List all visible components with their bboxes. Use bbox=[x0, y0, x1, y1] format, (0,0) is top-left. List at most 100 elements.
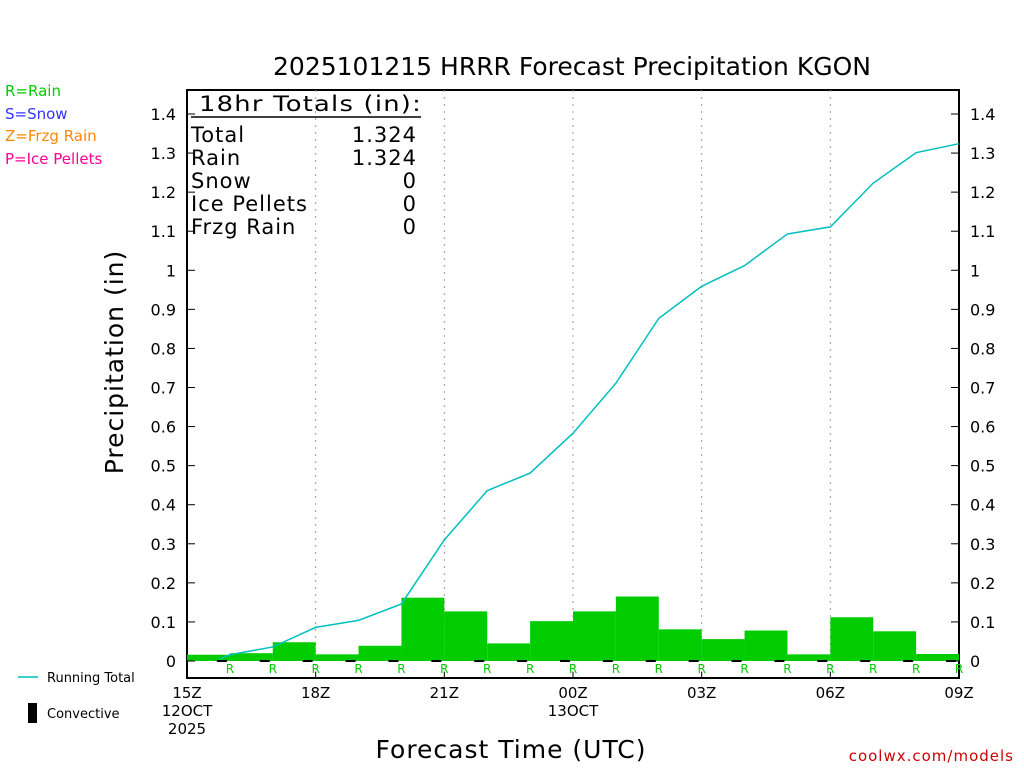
gridlines bbox=[315, 90, 831, 678]
y-tick-label: 0.3 bbox=[151, 535, 176, 554]
y-tick-label: 0.1 bbox=[151, 613, 176, 632]
precip-type-marker: R bbox=[397, 662, 405, 676]
totals-value-frzg-rain: 0 bbox=[403, 215, 417, 239]
precip-bar bbox=[573, 611, 616, 661]
precip-type-marker: R bbox=[269, 662, 277, 676]
y-tick-label-right: 1.4 bbox=[970, 105, 995, 124]
y-tick-label-right: 0.6 bbox=[970, 418, 995, 437]
precip-bar bbox=[615, 596, 659, 661]
precip-type-marker: R bbox=[526, 662, 534, 676]
y-tick-label-right: 0.5 bbox=[970, 457, 995, 476]
x-tick-label: 13OCT bbox=[548, 702, 599, 720]
precip-type-marker: R bbox=[569, 662, 577, 676]
y-tick-label-right: 1.3 bbox=[970, 144, 995, 163]
y-tick-label: 1 bbox=[166, 261, 176, 280]
y-tick-label: 0.6 bbox=[151, 418, 176, 437]
totals-label-rain: Rain bbox=[191, 146, 241, 170]
precip-bar bbox=[873, 631, 917, 661]
precip-type-marker: R bbox=[740, 662, 748, 676]
precip-bar bbox=[701, 639, 745, 661]
x-tick-label: 21Z bbox=[430, 684, 459, 702]
legend-rain: R=Rain bbox=[5, 82, 61, 100]
y-tick-label-right: 0.2 bbox=[970, 574, 995, 593]
precip-bar bbox=[358, 645, 402, 661]
y-tick-label: 1.3 bbox=[151, 144, 176, 163]
running-total-polyline bbox=[218, 142, 960, 660]
precip-bar bbox=[787, 654, 831, 661]
totals-label-total: Total bbox=[190, 123, 245, 147]
totals-header: 18hr Totals (in): bbox=[199, 92, 422, 116]
x-tick-label: 2025 bbox=[168, 720, 206, 738]
running-total-line bbox=[218, 142, 960, 660]
y-axis-right: 0 0.1 0.2 0.3 0.4 0.5 0.6 0.7 0.8 0.9 1 1.1 1.2 1.3 1.… bbox=[951, 105, 995, 671]
x-tick-label: 09Z bbox=[944, 684, 973, 702]
precip-type-marker: R bbox=[311, 662, 319, 676]
precip-bar bbox=[187, 654, 230, 661]
precip-bar bbox=[658, 629, 702, 661]
precip-type-legend: R=Rain S=Snow Z=Frzg Rain P=Ice Pellets bbox=[5, 82, 102, 168]
precip-type-marker: R bbox=[226, 662, 234, 676]
totals-value-ice-pellets: 0 bbox=[403, 192, 417, 216]
y-tick-label-right: 0.7 bbox=[970, 379, 995, 398]
y-tick-label-right: 0.9 bbox=[970, 300, 995, 319]
precip-type-marker: R bbox=[655, 662, 663, 676]
y-tick-label-right: 0.1 bbox=[970, 613, 995, 632]
convective-legend-swatch bbox=[28, 703, 37, 723]
totals-box: 18hr Totals (in): Total 1.324 Rain 1.324… bbox=[190, 92, 422, 239]
convective-legend-label: Convective bbox=[47, 707, 120, 722]
y-tick-label-right: 1 bbox=[970, 261, 980, 280]
y-tick-label: 0.7 bbox=[151, 379, 176, 398]
precip-bar bbox=[530, 621, 573, 661]
legend-snow: S=Snow bbox=[5, 105, 68, 123]
precip-type-marker: R bbox=[697, 662, 705, 676]
x-axis-label: Forecast Time (UTC) bbox=[376, 735, 647, 764]
y-tick-label-right: 1.2 bbox=[970, 183, 995, 202]
precip-bar bbox=[744, 630, 788, 661]
y-tick-label: 0.9 bbox=[151, 300, 176, 319]
x-tick-label: 00Z bbox=[558, 684, 587, 702]
y-tick-label: 1.4 bbox=[151, 105, 176, 124]
precip-bar bbox=[272, 642, 316, 661]
legend-frzg-rain: Z=Frzg Rain bbox=[5, 127, 97, 145]
precip-type-marker: R bbox=[869, 662, 877, 676]
totals-label-frzg-rain: Frzg Rain bbox=[191, 215, 296, 239]
precip-bar bbox=[916, 653, 959, 661]
totals-value-rain: 1.324 bbox=[352, 146, 417, 170]
y-tick-label: 1.2 bbox=[151, 183, 176, 202]
precip-type-marker: R bbox=[783, 662, 791, 676]
totals-label-snow: Snow bbox=[191, 169, 252, 193]
y-tick-label: 0.2 bbox=[151, 574, 176, 593]
precip-type-marker: R bbox=[440, 662, 448, 676]
y-axis-label: Precipitation (in) bbox=[100, 250, 129, 475]
credit-link[interactable]: coolwx.com/models bbox=[849, 747, 1014, 765]
precip-type-marker: R bbox=[955, 662, 963, 676]
precip-type-marker: R bbox=[612, 662, 620, 676]
y-axis-left: 0 0.1 0.2 0.3 0.4 0.5 0.6 0.7 0.8 0.9 1 1.1 1.2 1.3 1.… bbox=[151, 105, 195, 671]
y-tick-label-right: 0 bbox=[970, 652, 980, 671]
x-tick-label: 18Z bbox=[301, 684, 330, 702]
y-tick-label: 0.4 bbox=[151, 496, 176, 515]
series-legend: Running Total Convective bbox=[18, 671, 135, 723]
totals-value-total: 1.324 bbox=[352, 123, 417, 147]
precip-type-marker: R bbox=[354, 662, 362, 676]
y-tick-label: 1.1 bbox=[151, 222, 176, 241]
x-tick-label: 03Z bbox=[687, 684, 716, 702]
precip-type-marker: R bbox=[483, 662, 491, 676]
totals-value-snow: 0 bbox=[403, 169, 417, 193]
precip-bars bbox=[187, 596, 959, 661]
x-tick-label: 06Z bbox=[816, 684, 845, 702]
chart-title: 2025101215 HRRR Forecast Precipitation K… bbox=[273, 52, 871, 81]
precip-bar bbox=[401, 597, 445, 661]
y-tick-label: 0.5 bbox=[151, 457, 176, 476]
x-tick-label: 12OCT bbox=[162, 702, 213, 720]
x-tick-label: 15Z bbox=[172, 684, 201, 702]
y-tick-label-right: 1.1 bbox=[970, 222, 995, 241]
totals-label-ice-pellets: Ice Pellets bbox=[191, 192, 308, 216]
precip-bar bbox=[444, 611, 488, 661]
y-tick-label-right: 0.3 bbox=[970, 535, 995, 554]
precip-bar bbox=[315, 654, 359, 661]
precip-bar bbox=[830, 617, 874, 661]
